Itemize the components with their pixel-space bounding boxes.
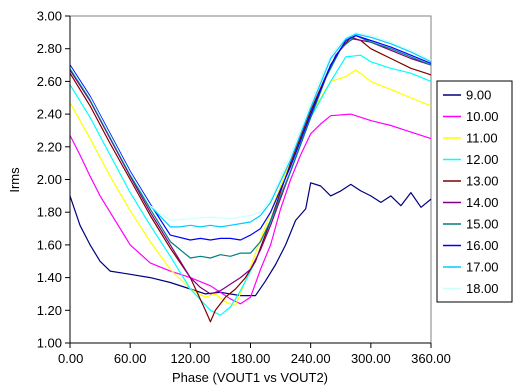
x-tick-label-5: 300.00 bbox=[351, 351, 391, 366]
series-line-1 bbox=[69, 113, 432, 305]
x-tick-label-4: 240.00 bbox=[291, 351, 331, 366]
series-layer bbox=[69, 31, 432, 323]
y-tick-label-8: 2.60 bbox=[37, 74, 62, 89]
series-line-9 bbox=[69, 31, 432, 221]
legend-label-2: 11.00 bbox=[466, 131, 498, 146]
x-tick-label-6: 360.00 bbox=[411, 351, 451, 366]
y-tick-label-1: 1.20 bbox=[37, 303, 62, 318]
y-tick-label-0: 1.00 bbox=[37, 336, 62, 351]
y-tick-label-5: 2.00 bbox=[37, 172, 62, 187]
x-tick-label-2: 120.00 bbox=[170, 351, 210, 366]
x-tick-label-0: 0.00 bbox=[58, 351, 83, 366]
legend-label-7: 16.00 bbox=[466, 238, 499, 253]
legend-label-0: 9.00 bbox=[466, 88, 491, 103]
legend-label-3: 12.00 bbox=[466, 152, 499, 167]
x-tick-label-1: 60.00 bbox=[114, 351, 147, 366]
series-line-0 bbox=[69, 182, 432, 297]
y-tick-label-9: 2.80 bbox=[37, 41, 62, 56]
x-axis-title: Phase (VOUT1 vs VOUT2) bbox=[172, 370, 328, 385]
legend-label-6: 15.00 bbox=[466, 217, 499, 232]
y-tick-label-7: 2.40 bbox=[37, 107, 62, 122]
series-line-7 bbox=[69, 35, 432, 241]
x-tick-label-3: 180.00 bbox=[231, 351, 271, 366]
y-axis-title: Irms bbox=[7, 167, 22, 193]
legend: 9.00 10.00 11.00 12.00 13.00 14.00 15.00 16.00 1… bbox=[436, 80, 513, 303]
y-tick-label-6: 2.20 bbox=[37, 139, 62, 154]
legend-box bbox=[436, 80, 513, 303]
y-tick-label-10: 3.00 bbox=[37, 9, 62, 24]
legend-label-1: 10.00 bbox=[466, 109, 499, 124]
legend-label-9: 18.00 bbox=[466, 281, 499, 296]
y-tick-label-4: 1.80 bbox=[37, 205, 62, 220]
series-line-3 bbox=[69, 54, 432, 316]
y-tick-label-2: 1.40 bbox=[37, 270, 62, 285]
legend-label-4: 13.00 bbox=[466, 174, 499, 189]
axes-layer: 1.00 1.20 1.40 1.60 1.80 2.00 2.20 2.40 2.60 2.80… bbox=[37, 9, 451, 367]
legend-label-5: 14.00 bbox=[466, 195, 499, 210]
plot-area bbox=[69, 15, 432, 344]
legend-label-8: 17.00 bbox=[466, 260, 499, 275]
y-tick-label-3: 1.60 bbox=[37, 237, 62, 252]
